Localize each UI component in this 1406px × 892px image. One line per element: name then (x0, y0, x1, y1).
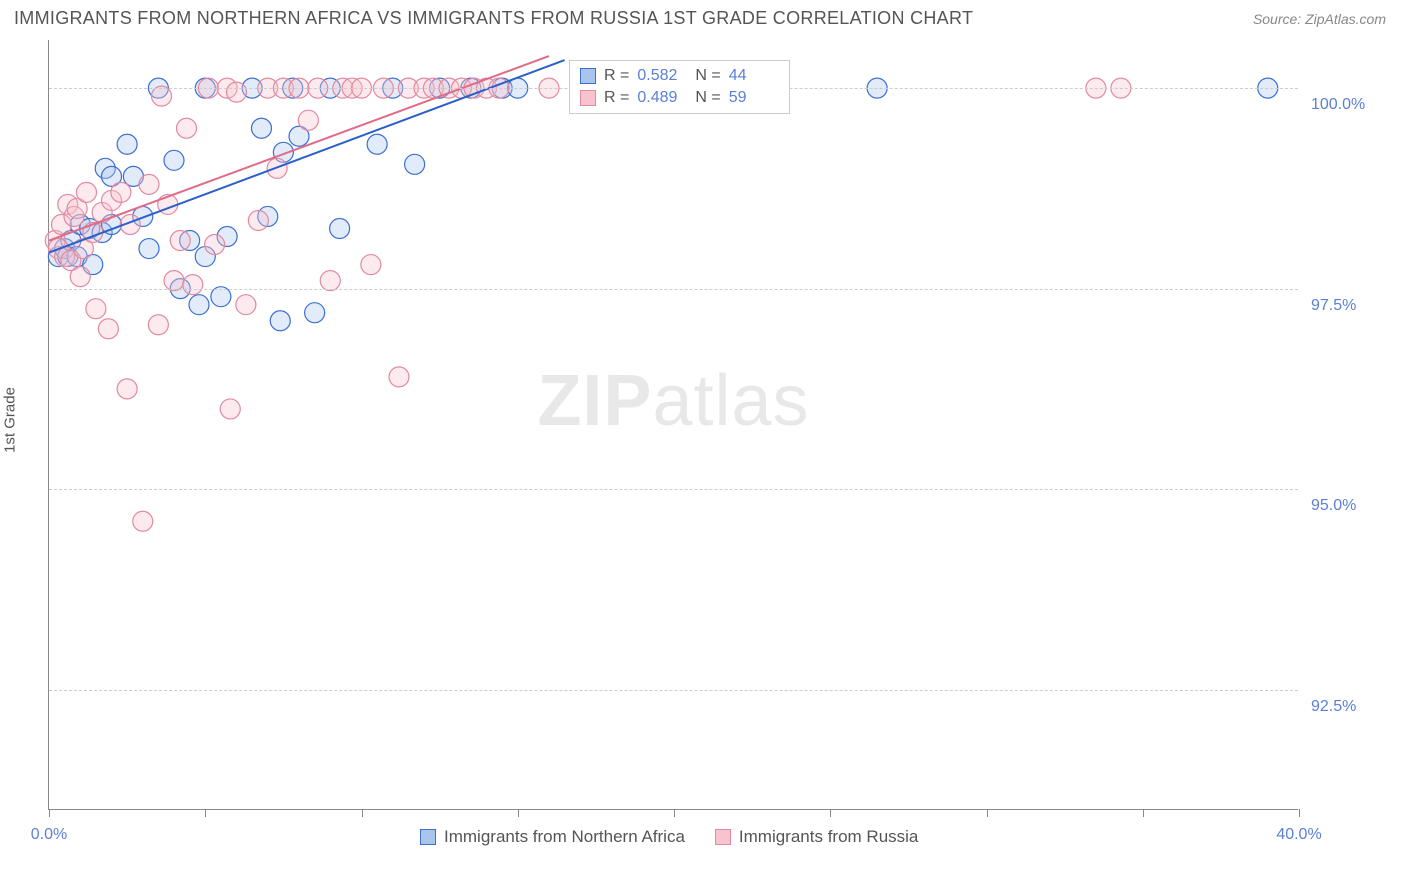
x-tick-label: 40.0% (1276, 826, 1321, 844)
data-point (405, 154, 425, 174)
chart-plot-area: ZIPatlas 92.5%95.0%97.5%100.0%0.0%40.0%R… (48, 40, 1298, 810)
data-point (252, 118, 272, 138)
source-attribution: Source: ZipAtlas.com (1253, 11, 1386, 27)
legend-item: Immigrants from Northern Africa (420, 827, 685, 847)
y-tick-label: 92.5% (1311, 698, 1391, 716)
data-point (117, 134, 137, 154)
x-tick (362, 809, 363, 817)
data-point (220, 399, 240, 419)
legend-swatch (580, 90, 596, 106)
y-tick-label: 95.0% (1311, 497, 1391, 515)
r-value: 0.489 (637, 89, 687, 107)
data-point (133, 511, 153, 531)
data-point (227, 82, 247, 102)
chart-title: IMMIGRANTS FROM NORTHERN AFRICA VS IMMIG… (14, 8, 973, 29)
data-point (389, 367, 409, 387)
data-point (139, 239, 159, 259)
r-label: R = (604, 89, 629, 107)
grid-line (49, 489, 1298, 490)
data-point (361, 255, 381, 275)
data-point (330, 218, 350, 238)
data-point (152, 86, 172, 106)
data-point (98, 319, 118, 339)
data-point (70, 267, 90, 287)
r-label: R = (604, 67, 629, 85)
y-tick-label: 97.5% (1311, 297, 1391, 315)
legend-swatch (580, 68, 596, 84)
r-value: 0.582 (637, 67, 687, 85)
data-point (189, 295, 209, 315)
data-point (270, 311, 290, 331)
data-point (298, 110, 318, 130)
data-point (148, 315, 168, 335)
x-tick (987, 809, 988, 817)
data-point (205, 235, 225, 255)
x-tick-label: 0.0% (31, 826, 67, 844)
n-value: 59 (729, 89, 779, 107)
data-point (236, 295, 256, 315)
legend-item: Immigrants from Russia (715, 827, 918, 847)
grid-line (49, 289, 1298, 290)
n-label: N = (695, 67, 720, 85)
legend-label: Immigrants from Northern Africa (444, 827, 685, 847)
data-point (367, 134, 387, 154)
data-point (320, 271, 340, 291)
x-tick (518, 809, 519, 817)
legend-swatch (715, 829, 731, 845)
x-tick (1299, 809, 1300, 817)
y-tick-label: 100.0% (1311, 96, 1391, 114)
data-point (305, 303, 325, 323)
scatter-plot-svg (49, 40, 1298, 809)
x-tick (49, 809, 50, 817)
data-point (211, 287, 231, 307)
stats-row: R = 0.489 N = 59 (580, 87, 779, 109)
n-value: 44 (729, 67, 779, 85)
x-tick (205, 809, 206, 817)
data-point (170, 231, 190, 251)
data-point (111, 182, 131, 202)
stats-row: R = 0.582 N = 44 (580, 65, 779, 87)
n-label: N = (695, 89, 720, 107)
source-prefix: Source: (1253, 11, 1305, 27)
data-point (77, 182, 97, 202)
data-point (86, 299, 106, 319)
legend-swatch (420, 829, 436, 845)
data-point (139, 174, 159, 194)
y-axis-label: 1st Grade (2, 387, 19, 453)
source-name: ZipAtlas.com (1305, 11, 1386, 27)
x-tick (830, 809, 831, 817)
grid-line (49, 690, 1298, 691)
stats-legend: R = 0.582 N = 44 R = 0.489 N = 59 (569, 60, 790, 114)
data-point (117, 379, 137, 399)
data-point (177, 118, 197, 138)
series-legend: Immigrants from Northern Africa Immigrant… (420, 827, 918, 847)
x-tick (1143, 809, 1144, 817)
x-tick (674, 809, 675, 817)
data-point (164, 271, 184, 291)
data-point (183, 275, 203, 295)
legend-label: Immigrants from Russia (739, 827, 918, 847)
data-point (164, 150, 184, 170)
data-point (248, 210, 268, 230)
